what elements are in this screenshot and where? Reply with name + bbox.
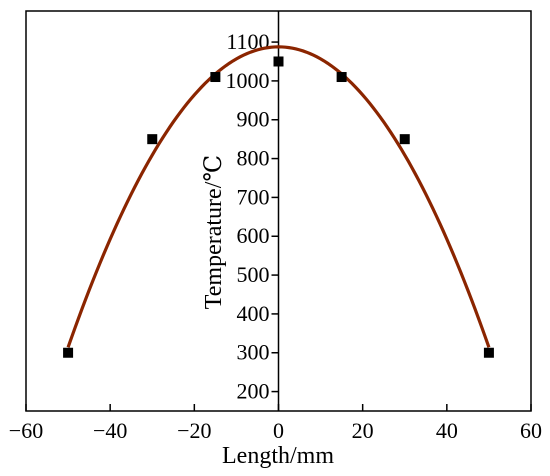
data-point — [63, 347, 74, 358]
y-tick-label: 1100 — [226, 29, 269, 54]
y-tick-label: 500 — [237, 262, 270, 287]
y-tick-label: 400 — [237, 301, 270, 326]
x-tick-label: 20 — [352, 418, 374, 443]
y-tick-label: 900 — [237, 107, 270, 132]
x-tick-label: −40 — [93, 418, 127, 443]
y-ticks: 200 300 400 500 600 700 800 900 1000 1100 — [226, 29, 279, 404]
series-line — [66, 45, 491, 348]
y-tick-label: 1000 — [226, 68, 270, 93]
data-point — [210, 72, 221, 83]
x-tick-label: 40 — [436, 418, 458, 443]
x-tick-label: 60 — [520, 418, 542, 443]
x-ticks: −60 −40 −20 0 20 40 60 — [9, 404, 542, 443]
x-axis-title: Length/mm — [222, 443, 334, 469]
data-point — [336, 72, 347, 83]
y-tick-label: 800 — [237, 146, 270, 171]
y-axis-title: Temperature/℃ — [201, 155, 227, 309]
x-tick-label: −20 — [177, 418, 211, 443]
data-point — [399, 134, 410, 145]
series-group — [63, 45, 494, 358]
data-point — [483, 347, 494, 358]
x-tick-label: 0 — [273, 418, 284, 443]
y-tick-label: 600 — [237, 223, 270, 248]
y-tick-label: 200 — [237, 379, 270, 404]
x-tick-label: −60 — [9, 418, 43, 443]
y-tick-label: 700 — [237, 184, 270, 209]
data-point — [147, 134, 158, 145]
y-tick-label: 300 — [237, 340, 270, 365]
data-point — [273, 56, 284, 67]
